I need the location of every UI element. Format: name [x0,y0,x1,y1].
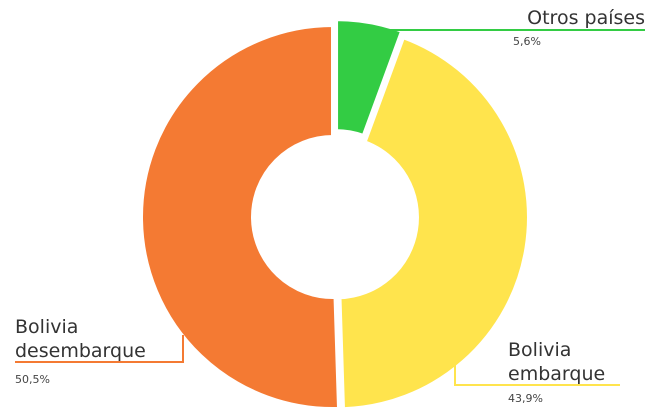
donut-slice [337,35,531,410]
slice-label: Bolivia embarque [508,339,606,385]
leader-line [454,355,620,386]
leader-line [15,335,184,363]
slice-label: Bolivia desembarque [15,316,146,362]
slice-value-label: 43,9% [508,392,543,405]
donut-slice [139,23,342,410]
slice-value-label: 5,6% [513,35,541,48]
slice-value-label: 50,5% [15,373,50,386]
slice-label: Otros países [527,7,645,29]
